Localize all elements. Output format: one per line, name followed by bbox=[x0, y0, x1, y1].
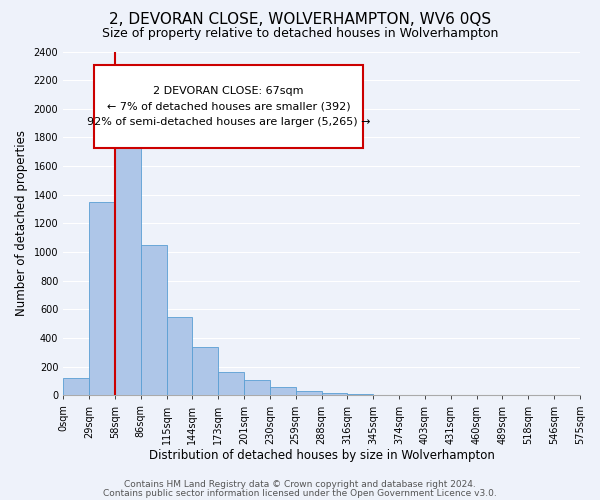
Text: Contains HM Land Registry data © Crown copyright and database right 2024.: Contains HM Land Registry data © Crown c… bbox=[124, 480, 476, 489]
Text: Size of property relative to detached houses in Wolverhampton: Size of property relative to detached ho… bbox=[102, 28, 498, 40]
Text: 2 DEVORAN CLOSE: 67sqm
← 7% of detached houses are smaller (392)
92% of semi-det: 2 DEVORAN CLOSE: 67sqm ← 7% of detached … bbox=[87, 86, 370, 127]
Bar bbox=[193, 346, 218, 396]
Bar bbox=[218, 372, 244, 396]
X-axis label: Distribution of detached houses by size in Wolverhampton: Distribution of detached houses by size … bbox=[149, 450, 494, 462]
Bar bbox=[63, 378, 89, 396]
Bar bbox=[89, 202, 115, 396]
Bar bbox=[296, 391, 322, 396]
Text: 2, DEVORAN CLOSE, WOLVERHAMPTON, WV6 0QS: 2, DEVORAN CLOSE, WOLVERHAMPTON, WV6 0QS bbox=[109, 12, 491, 28]
FancyBboxPatch shape bbox=[94, 66, 363, 148]
Bar bbox=[270, 387, 296, 396]
Text: Contains public sector information licensed under the Open Government Licence v3: Contains public sector information licen… bbox=[103, 488, 497, 498]
Bar bbox=[347, 394, 373, 396]
Bar bbox=[244, 380, 270, 396]
Bar bbox=[115, 126, 140, 396]
Bar bbox=[167, 318, 193, 396]
Bar bbox=[322, 394, 347, 396]
Bar bbox=[140, 245, 167, 396]
Y-axis label: Number of detached properties: Number of detached properties bbox=[15, 130, 28, 316]
